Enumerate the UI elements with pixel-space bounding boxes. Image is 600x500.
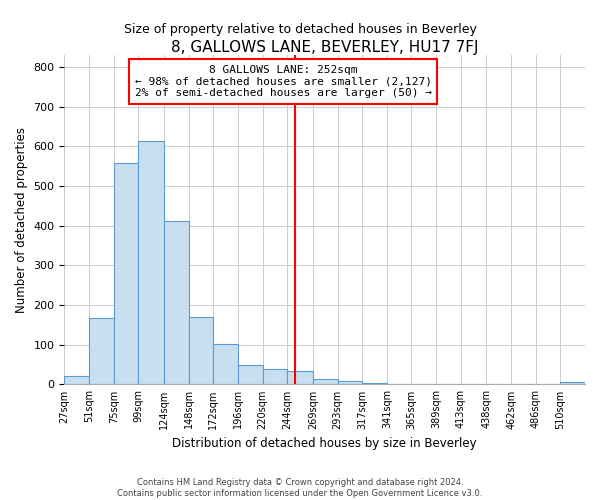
Bar — [338, 382, 362, 384]
Bar — [263, 368, 287, 384]
Bar — [238, 364, 263, 384]
Text: Size of property relative to detached houses in Beverley: Size of property relative to detached ho… — [124, 22, 476, 36]
Bar — [139, 140, 164, 384]
Text: 8 GALLOWS LANE: 252sqm
← 98% of detached houses are smaller (2,127)
2% of semi-d: 8 GALLOWS LANE: 252sqm ← 98% of detached… — [134, 65, 431, 98]
Title: 8, GALLOWS LANE, BEVERLEY, HU17 7FJ: 8, GALLOWS LANE, BEVERLEY, HU17 7FJ — [171, 40, 478, 55]
Bar — [89, 318, 113, 384]
X-axis label: Distribution of detached houses by size in Beverley: Distribution of detached houses by size … — [172, 437, 477, 450]
Bar — [313, 379, 338, 384]
Y-axis label: Number of detached properties: Number of detached properties — [15, 126, 28, 312]
Bar — [164, 220, 188, 384]
Text: Contains HM Land Registry data © Crown copyright and database right 2024.
Contai: Contains HM Land Registry data © Crown c… — [118, 478, 482, 498]
Bar — [362, 383, 387, 384]
Bar — [113, 164, 139, 384]
Bar — [188, 317, 213, 384]
Bar — [287, 372, 313, 384]
Bar — [213, 344, 238, 385]
Bar — [560, 382, 585, 384]
Bar — [64, 376, 89, 384]
